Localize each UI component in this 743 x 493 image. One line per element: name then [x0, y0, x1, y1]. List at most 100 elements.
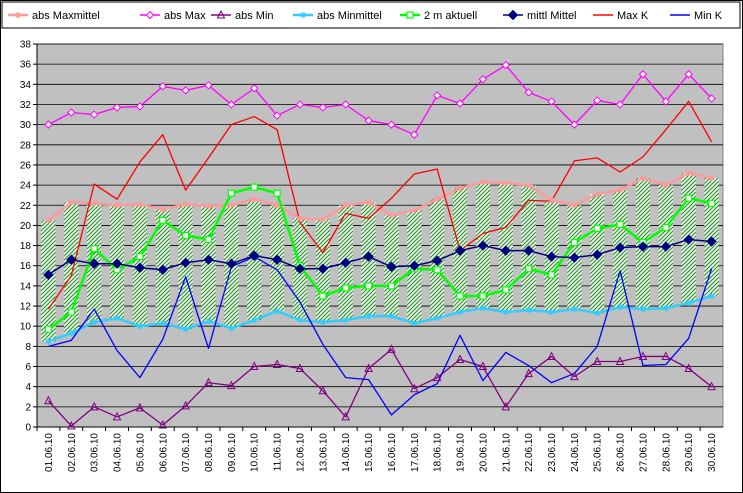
point-2-m-aktuell	[136, 253, 144, 261]
point-abs-maxmittel	[296, 215, 303, 222]
point-abs-max	[227, 100, 236, 109]
series-markers	[43, 60, 717, 430]
point-2-m-aktuell	[273, 189, 281, 197]
point-mittl-mittel	[683, 234, 694, 245]
point-abs-min	[66, 420, 76, 430]
point-2-m-aktuell	[227, 189, 235, 197]
point-abs-minmittel	[45, 338, 52, 345]
point-2-m-aktuell	[685, 194, 693, 202]
point-abs-minmittel	[708, 292, 715, 299]
point-abs-minmittel	[571, 306, 578, 313]
point-abs-min	[387, 344, 396, 353]
legend-marker	[216, 9, 226, 19]
point-mittl-mittel	[180, 257, 191, 268]
point-abs-max	[638, 70, 648, 79]
point-mittl-mittel	[134, 262, 146, 273]
point-abs-min	[249, 361, 259, 371]
point-mittl-mittel	[363, 251, 374, 262]
legend-item-2-m-aktuell: 2 m aktuell	[400, 10, 477, 22]
series-line-abs-minmittel	[48, 294, 712, 343]
legend-marker	[15, 12, 21, 18]
y-tick-label: 36	[20, 60, 32, 71]
point-abs-maxmittel	[617, 187, 624, 194]
band-bar	[41, 220, 56, 342]
y-tick-label: 24	[20, 181, 32, 192]
point-abs-minmittel	[617, 304, 624, 311]
point-2-m-aktuell	[502, 286, 510, 294]
point-mittl-mittel	[614, 242, 626, 253]
point-abs-max	[204, 81, 213, 90]
point-abs-maxmittel	[114, 202, 121, 209]
point-abs-max	[295, 100, 305, 109]
point-abs-max	[89, 110, 99, 119]
point-2-m-aktuell	[525, 265, 533, 273]
legend-marker	[507, 9, 519, 21]
y-tick-label: 32	[20, 100, 32, 111]
point-mittl-mittel	[477, 240, 489, 251]
y-tick-label: 14	[20, 281, 32, 292]
x-tick-label: 08.06.10	[204, 433, 215, 472]
legend: abs Maxmittel abs Max abs Min abs Minmittel…	[1, 1, 741, 29]
x-tick-label: 22.06.10	[524, 433, 535, 472]
point-2-m-aktuell	[433, 266, 441, 274]
point-mittl-mittel	[88, 258, 100, 269]
point-abs-max	[684, 70, 693, 79]
point-2-m-aktuell	[342, 284, 350, 292]
x-tick-label: 25.06.10	[593, 433, 604, 472]
series-line-2-m-aktuell	[47, 185, 712, 331]
point-abs-minmittel	[662, 305, 669, 312]
point-abs-min	[295, 363, 305, 373]
point-abs-max	[570, 120, 579, 129]
point-abs-minmittel	[685, 300, 692, 307]
point-abs-maxmittel	[68, 199, 75, 206]
x-tick-label: 27.06.10	[638, 433, 649, 472]
point-abs-min	[227, 380, 236, 390]
point-abs-maxmittel	[411, 207, 418, 214]
point-mittl-mittel	[706, 236, 717, 247]
point-abs-maxmittel	[251, 196, 258, 203]
point-mittl-mittel	[523, 245, 534, 256]
x-tick-label: 17.06.10	[410, 433, 421, 472]
point-2-m-aktuell	[616, 220, 624, 229]
x-tick-label: 26.06.10	[616, 433, 627, 472]
y-tick-label: 18	[20, 241, 32, 252]
point-mittl-mittel	[111, 258, 123, 269]
point-abs-max	[67, 108, 76, 117]
point-abs-min	[364, 363, 373, 373]
legend-label: Max K	[617, 10, 649, 22]
point-mittl-mittel	[454, 245, 466, 256]
x-tick-label: 19.06.10	[456, 433, 467, 472]
point-abs-maxmittel	[91, 200, 98, 207]
point-mittl-mittel	[500, 245, 511, 256]
point-abs-minmittel	[319, 319, 326, 326]
point-abs-max	[364, 116, 373, 125]
y-tick-label: 28	[20, 140, 32, 151]
point-abs-minmittel	[388, 313, 395, 320]
point-abs-max	[181, 86, 190, 95]
point-mittl-mittel	[226, 258, 237, 269]
series-line-abs-min	[47, 348, 712, 427]
y-tick-label: 4	[25, 382, 31, 393]
point-abs-max	[547, 97, 556, 106]
x-tick-label: 21.06.10	[501, 433, 512, 472]
point-abs-max	[455, 99, 465, 108]
y-tick-label: 8	[25, 342, 31, 353]
gridlines	[37, 43, 723, 428]
point-abs-max	[615, 100, 625, 109]
point-abs-maxmittel	[45, 217, 52, 224]
point-abs-maxmittel	[205, 203, 212, 210]
point-abs-max	[135, 102, 145, 111]
legend-item-abs-min: abs Min	[211, 9, 274, 22]
point-abs-max	[112, 103, 122, 112]
point-mittl-mittel	[203, 254, 214, 265]
axes	[33, 43, 723, 431]
x-tick-label: 07.06.10	[181, 433, 192, 472]
point-abs-min	[341, 411, 351, 421]
point-2-m-aktuell	[44, 325, 53, 333]
y-tick-label: 10	[20, 322, 32, 333]
point-abs-max	[158, 82, 167, 91]
legend-label: abs Min	[235, 10, 274, 22]
point-abs-maxmittel	[662, 182, 669, 189]
x-tick-label: 13.06.10	[318, 433, 329, 472]
point-2-m-aktuell	[159, 216, 167, 224]
